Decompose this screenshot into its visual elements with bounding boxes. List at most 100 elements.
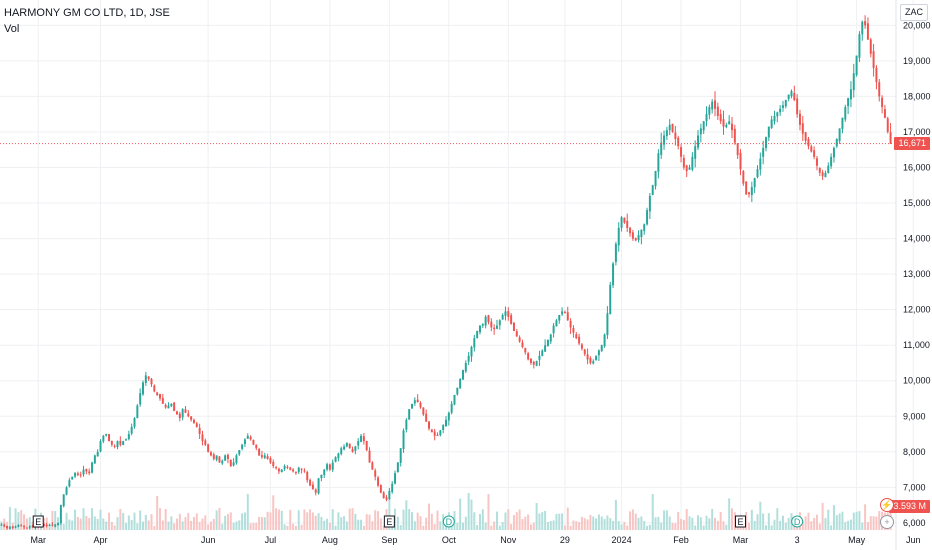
volume-bar xyxy=(464,516,467,530)
volume-bar xyxy=(277,509,280,530)
volume-bar xyxy=(705,515,708,530)
volume-bar xyxy=(478,514,481,530)
candle-body xyxy=(495,325,498,329)
candle-body xyxy=(159,393,161,399)
volume-bar xyxy=(258,516,261,530)
candle-body xyxy=(762,147,765,157)
volume-bar xyxy=(504,512,507,530)
volume-bar xyxy=(623,521,626,530)
candle-body xyxy=(481,323,484,326)
volume-bar xyxy=(518,509,521,530)
candle-body xyxy=(589,357,592,363)
volume-bar xyxy=(450,523,453,530)
volume-bar xyxy=(371,521,374,530)
candle-body xyxy=(541,350,544,356)
candle-body xyxy=(835,139,838,147)
volume-bar xyxy=(139,510,142,530)
volume-bar xyxy=(263,517,266,530)
candle-body xyxy=(714,100,717,109)
time-axis[interactable]: Mar Apr Jun Jul Aug Sep Oct Nov 29 2024 Feb Mar 3 May… xyxy=(30,535,932,545)
volume-bar xyxy=(326,518,329,530)
candle-body xyxy=(682,157,685,168)
candle-body xyxy=(767,126,770,138)
candle-body xyxy=(6,525,9,529)
candle-body xyxy=(269,458,272,463)
candle-body xyxy=(487,315,490,323)
volume-bar xyxy=(320,516,323,530)
candle-body xyxy=(405,419,408,430)
volume-bar xyxy=(433,524,436,530)
volume-bar xyxy=(750,509,753,530)
candle-body xyxy=(764,137,767,149)
volume-bar xyxy=(484,522,487,530)
add-marker-plus-icon[interactable]: + xyxy=(880,515,894,529)
volume-bar xyxy=(654,517,657,530)
volume-bar xyxy=(260,516,263,530)
candle-body xyxy=(74,473,77,477)
candle-body xyxy=(827,165,830,173)
volume-bar xyxy=(173,523,176,530)
volume-bar xyxy=(682,519,685,530)
volume-bar xyxy=(74,509,77,530)
volume-bar xyxy=(96,518,99,530)
candle-body xyxy=(201,434,204,442)
candle-body xyxy=(425,413,428,422)
symbol-title[interactable]: HARMONY GM CO LTD, 1D, JSE xyxy=(4,7,170,19)
earnings-marker[interactable]: E xyxy=(32,515,44,528)
candle-body xyxy=(96,451,99,457)
dividend-marker[interactable]: D xyxy=(791,515,804,528)
candle-body xyxy=(62,494,65,507)
volume-bar xyxy=(461,522,464,530)
candle-body xyxy=(575,334,578,339)
candle-body xyxy=(260,455,263,458)
volume-bar xyxy=(555,513,558,530)
candle-body xyxy=(781,105,784,108)
candle-body xyxy=(207,444,210,452)
volume-bar xyxy=(544,510,547,530)
volume-bar xyxy=(59,523,62,530)
candle-body xyxy=(660,142,663,155)
volume-bar xyxy=(617,521,620,530)
candle-body xyxy=(614,243,617,262)
volume-bar xyxy=(694,525,697,530)
candle-body xyxy=(25,527,28,529)
volume-bar xyxy=(184,517,187,530)
candle-body xyxy=(125,439,128,441)
volume-bar xyxy=(578,521,581,530)
volume-bar xyxy=(708,518,711,530)
candle-body xyxy=(190,416,193,420)
volume-bar xyxy=(507,509,510,530)
volume-bar xyxy=(419,516,422,530)
candle-body xyxy=(878,82,881,97)
candle-body xyxy=(484,316,487,326)
volume-bar xyxy=(597,514,600,530)
candle-body xyxy=(45,524,48,527)
dividend-flash-icon[interactable]: ⚡ xyxy=(880,498,894,512)
volume-bar xyxy=(17,512,20,530)
candle-body xyxy=(866,23,869,40)
volume-bar xyxy=(620,524,623,530)
volume-bar xyxy=(334,525,337,530)
candle-body xyxy=(612,263,615,286)
candle-body xyxy=(456,387,459,395)
volume-bar xyxy=(756,514,759,530)
candle-body xyxy=(501,314,504,320)
volume-bar xyxy=(575,521,578,530)
volume-bar xyxy=(382,525,385,530)
candle-body xyxy=(337,453,340,459)
candle-body xyxy=(317,478,320,494)
candle-body xyxy=(558,314,561,321)
currency-button[interactable]: ZAC xyxy=(900,4,928,21)
candle-body xyxy=(394,473,397,484)
dividend-marker[interactable]: D xyxy=(442,515,455,528)
candle-body xyxy=(807,138,810,147)
volume-bar xyxy=(470,499,473,530)
candle-body xyxy=(535,361,538,366)
earnings-marker[interactable]: E xyxy=(383,515,395,528)
price-axis[interactable]: 6,000 7,000 8,000 9,000 10,000 11,000 12,000 13… xyxy=(903,20,931,528)
volume-legend[interactable]: Vol xyxy=(4,23,20,35)
candle-body xyxy=(252,439,255,445)
earnings-marker[interactable]: E xyxy=(735,515,747,528)
